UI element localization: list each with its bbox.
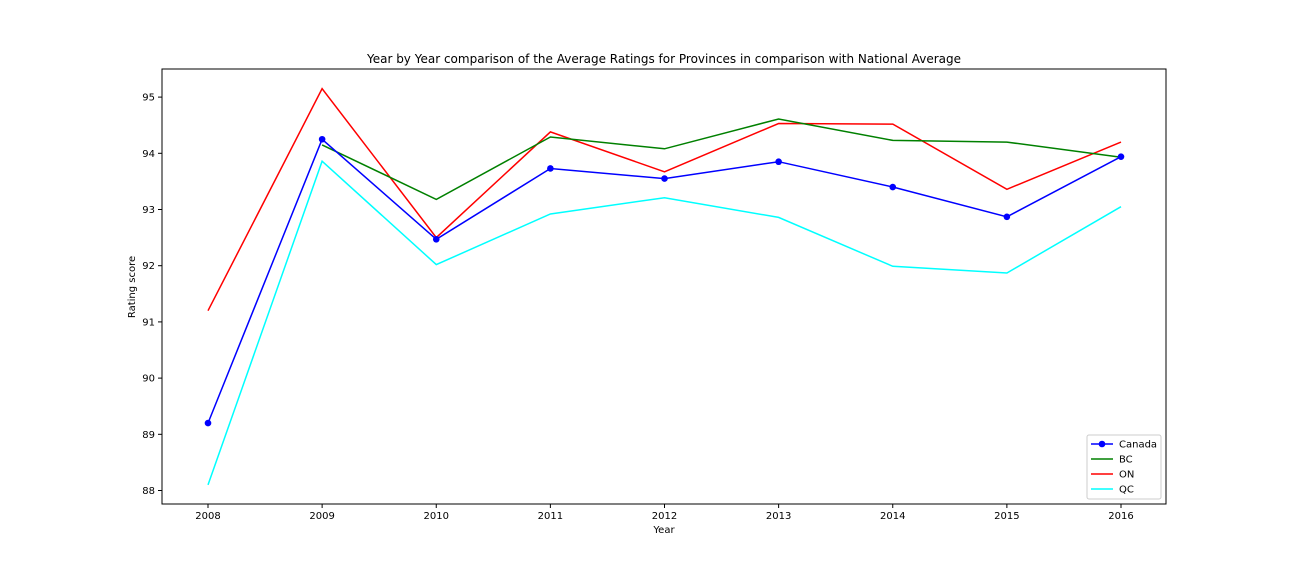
data-point [775,158,782,166]
legend-entry: BC [1091,455,1133,466]
legend-entry: ON [1091,470,1134,481]
series-bc [321,118,1122,201]
y-tick-label: 88 [142,486,155,497]
y-tick-label: 92 [142,261,155,272]
y-tick-label: 93 [142,205,155,216]
data-point [889,183,897,191]
x-tick-label: 2014 [880,511,905,522]
data-point [1003,213,1011,221]
legend-entry: QC [1091,485,1134,496]
plot-area [204,87,1125,486]
y-tick-label: 90 [142,374,155,385]
y-axis: 88 89 90 91 92 93 94 95 [142,93,162,497]
data-point [661,175,668,182]
x-axis-label: Year [652,525,675,536]
y-tick-label: 95 [142,93,155,104]
series-qc [207,159,1122,486]
y-tick-label: 89 [142,430,155,441]
x-tick-label: 2012 [652,511,677,522]
data-point [204,419,212,427]
data-point [318,135,326,143]
x-axis: 2008 2009 2010 2011 2012 2013 2014 2015 2016 [195,504,1134,522]
x-tick-label: 2010 [424,511,449,522]
data-point [432,235,440,243]
x-tick-label: 2008 [195,511,220,522]
x-tick-label: 2011 [538,511,563,522]
series-line-bc [321,118,1122,201]
series-line-qc [207,159,1122,486]
y-tick-label: 91 [142,317,155,328]
legend-box [1086,434,1162,500]
legend-label: Canada [1119,440,1157,451]
legend: Canada BC ON QC [1086,434,1162,500]
legend-label: ON [1119,470,1134,481]
x-tick-label: 2015 [994,511,1019,522]
x-tick-label: 2016 [1108,511,1133,522]
x-tick-label: 2009 [309,511,334,522]
legend-label: BC [1119,455,1133,466]
series-on [207,87,1122,312]
data-point [1117,153,1125,160]
legend-marker [1098,440,1106,448]
x-tick-label: 2013 [766,511,791,522]
y-tick-label: 94 [142,149,155,160]
chart-title: Year by Year comparison of the Average R… [366,52,961,66]
data-point [547,165,554,172]
y-axis-label: Rating score [127,256,138,318]
legend-entry: Canada [1091,440,1157,451]
series-canada [204,135,1125,427]
legend-label: QC [1119,485,1134,496]
series-line-on [207,87,1122,312]
